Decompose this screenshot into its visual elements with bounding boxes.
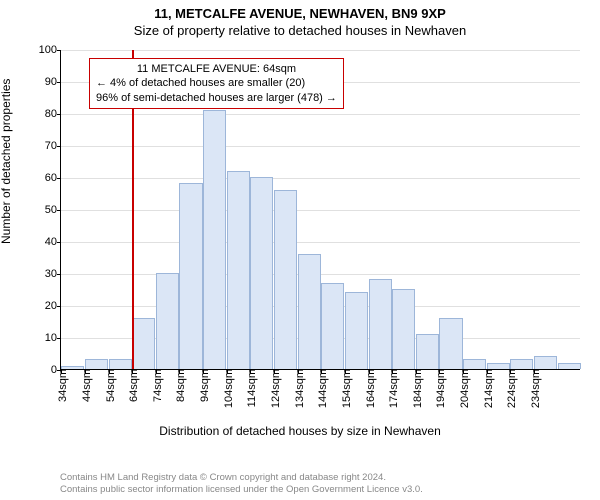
x-tick-label: 204sqm <box>455 369 471 408</box>
y-tick-label: 20 <box>29 300 61 312</box>
gridline <box>61 146 580 147</box>
histogram-bar <box>510 359 533 369</box>
y-tick-label: 40 <box>29 236 61 248</box>
x-tick-label: 54sqm <box>101 369 117 402</box>
gridline <box>61 242 580 243</box>
annotation-line: 96% of semi-detached houses are larger (… <box>96 91 337 105</box>
x-tick-label: 164sqm <box>361 369 377 408</box>
histogram-bar <box>534 356 557 369</box>
x-tick-label: 174sqm <box>384 369 400 408</box>
x-tick-label: 214sqm <box>479 369 495 408</box>
x-tick-label: 124sqm <box>266 369 282 408</box>
y-tick-label: 70 <box>29 140 61 152</box>
x-tick-label: 154sqm <box>337 369 353 408</box>
histogram-bar <box>369 279 392 369</box>
plot-region: 010203040506070809010034sqm44sqm54sqm64s… <box>60 50 580 370</box>
histogram-bar <box>416 334 439 369</box>
y-tick-label: 50 <box>29 204 61 216</box>
y-tick-label: 10 <box>29 332 61 344</box>
annotation-line: ← 4% of detached houses are smaller (20) <box>96 76 337 90</box>
y-tick-label: 100 <box>29 44 61 56</box>
histogram-bar <box>558 363 581 369</box>
histogram-bar <box>156 273 179 369</box>
title-address: 11, METCALFE AVENUE, NEWHAVEN, BN9 9XP <box>0 0 600 21</box>
histogram-bar <box>439 318 462 369</box>
chart-area: Number of detached properties 0102030405… <box>0 44 600 444</box>
x-tick-label: 224sqm <box>502 369 518 408</box>
histogram-bar <box>203 110 226 369</box>
gridline <box>61 114 580 115</box>
histogram-bar <box>392 289 415 369</box>
x-tick-label: 84sqm <box>171 369 187 402</box>
histogram-bar <box>274 190 297 369</box>
chart-container: { "header": { "address": "11, METCALFE A… <box>0 0 600 500</box>
histogram-bar <box>179 183 202 369</box>
y-tick-label: 30 <box>29 268 61 280</box>
footer-line-2: Contains public sector information licen… <box>60 484 423 496</box>
annotation-line: 11 METCALFE AVENUE: 64sqm <box>96 62 337 76</box>
x-tick-label: 104sqm <box>219 369 235 408</box>
histogram-bar <box>227 171 250 369</box>
y-tick-label: 90 <box>29 76 61 88</box>
gridline <box>61 178 580 179</box>
y-tick-label: 80 <box>29 108 61 120</box>
histogram-bar <box>321 283 344 369</box>
histogram-bar <box>345 292 368 369</box>
x-tick-label: 234sqm <box>526 369 542 408</box>
gridline <box>61 210 580 211</box>
annotation-box: 11 METCALFE AVENUE: 64sqm← 4% of detache… <box>89 58 344 109</box>
x-axis-label: Distribution of detached houses by size … <box>0 424 600 438</box>
y-axis-label: Number of detached properties <box>0 79 13 244</box>
histogram-bar <box>298 254 321 369</box>
histogram-bar <box>132 318 155 369</box>
footer-attribution: Contains HM Land Registry data © Crown c… <box>60 472 423 496</box>
footer-line-1: Contains HM Land Registry data © Crown c… <box>60 472 423 484</box>
x-tick-label: 74sqm <box>148 369 164 402</box>
title-subtitle: Size of property relative to detached ho… <box>0 21 600 38</box>
histogram-bar <box>463 359 486 369</box>
x-tick-label: 114sqm <box>242 369 258 407</box>
x-tick-label: 194sqm <box>431 369 447 408</box>
histogram-bar <box>85 359 108 369</box>
x-tick-label: 134sqm <box>290 369 306 408</box>
histogram-bar <box>109 359 132 369</box>
x-tick-label: 34sqm <box>53 369 69 402</box>
gridline <box>61 50 580 51</box>
x-tick-label: 64sqm <box>124 369 140 402</box>
x-tick-label: 144sqm <box>313 369 329 408</box>
x-tick-label: 94sqm <box>195 369 211 402</box>
x-tick-label: 44sqm <box>77 369 93 402</box>
y-tick-label: 60 <box>29 172 61 184</box>
x-tick-label: 184sqm <box>408 369 424 408</box>
histogram-bar <box>250 177 273 369</box>
